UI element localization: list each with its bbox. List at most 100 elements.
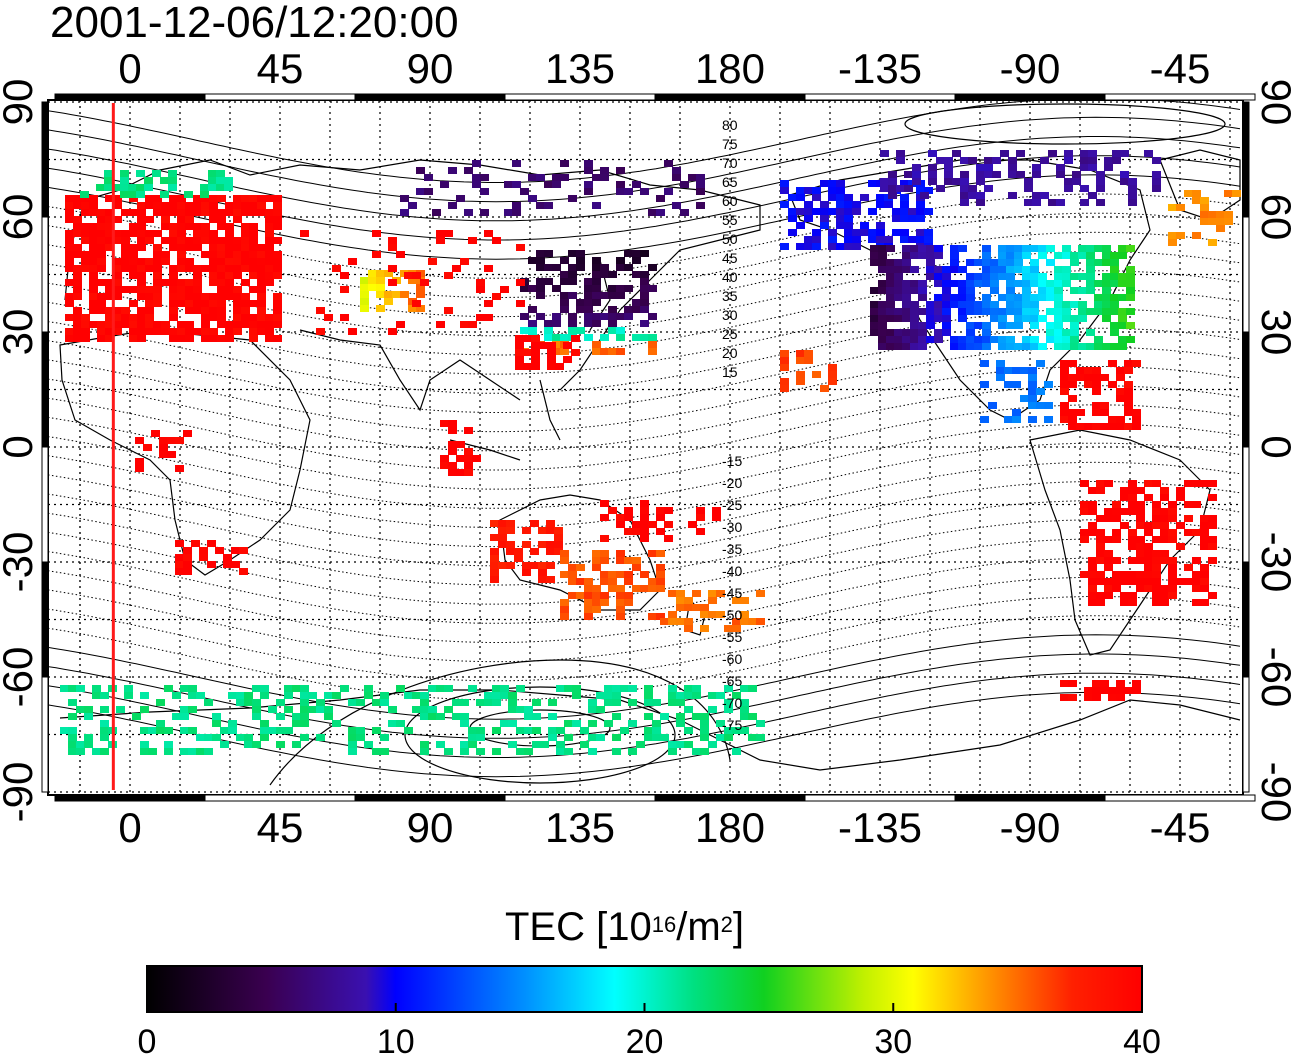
tec-cell	[740, 713, 749, 720]
tec-cell	[476, 286, 485, 293]
tec-cell	[220, 727, 229, 734]
tec-cell	[1120, 178, 1129, 185]
tec-cell	[484, 230, 493, 237]
tec-cell	[324, 706, 333, 713]
tec-cell	[1200, 529, 1209, 536]
lon-ruler-segment	[954, 93, 1106, 101]
tec-cell	[608, 571, 617, 578]
tec-cell	[1024, 178, 1033, 185]
tec-cell	[910, 343, 919, 350]
tec-cell	[244, 699, 253, 706]
tec-cell	[886, 259, 895, 266]
tec-cell	[404, 692, 413, 699]
tec-cell	[616, 348, 625, 355]
tec-cell	[536, 292, 545, 299]
tec-cell	[452, 699, 461, 706]
tec-cell	[76, 741, 85, 748]
tec-cell	[65, 314, 74, 321]
tec-cell	[1102, 252, 1111, 259]
tec-cell	[73, 216, 82, 223]
tec-cell	[1024, 199, 1033, 206]
tec-cell	[97, 237, 106, 244]
tec-cell	[548, 713, 557, 720]
tec-cell	[145, 237, 154, 244]
axis-rulers	[41, 93, 1256, 802]
tec-cell	[1040, 157, 1049, 164]
tec-cell	[464, 462, 473, 469]
tec-cell	[504, 209, 513, 216]
tec-cell	[177, 321, 186, 328]
tec-cell	[177, 195, 186, 202]
tec-cell	[584, 181, 593, 188]
tec-cell	[1096, 529, 1105, 536]
tec-cell	[528, 257, 537, 264]
tec-cell	[201, 314, 210, 321]
tec-cell	[84, 706, 93, 713]
tec-cell	[89, 279, 98, 286]
tec-cell	[1022, 343, 1031, 350]
tec-cell	[300, 230, 309, 237]
tec-cell	[780, 201, 789, 208]
tec-cell	[183, 430, 192, 437]
tec-cell	[249, 251, 258, 258]
tec-cell	[1128, 192, 1137, 199]
tec-cell	[878, 301, 887, 308]
contour-label-south: -70	[722, 695, 742, 711]
tec-cell	[886, 308, 895, 315]
tec-cell	[236, 692, 245, 699]
tec-cell	[1132, 409, 1141, 416]
tec-cell	[708, 597, 717, 604]
tec-cell	[515, 342, 524, 349]
tec-cell	[420, 706, 429, 713]
tec-cell	[1120, 522, 1129, 529]
tec-cell	[233, 202, 242, 209]
tec-cell	[520, 188, 529, 195]
contour-label-north: 15	[722, 364, 738, 380]
tec-cell	[640, 250, 649, 257]
tec-cell	[200, 191, 209, 198]
tec-cell	[732, 597, 741, 604]
tec-cell	[820, 201, 829, 208]
tec-cell	[172, 713, 181, 720]
tec-cell	[966, 329, 975, 336]
tec-cell	[199, 547, 208, 554]
tec-cell	[464, 427, 473, 434]
tec-cell	[616, 514, 625, 521]
tec-cell	[732, 748, 741, 755]
tec-cell	[124, 692, 133, 699]
tec-cell	[265, 244, 274, 251]
tec-cell	[616, 292, 625, 299]
tec-cell	[608, 507, 617, 514]
tec-cell	[896, 157, 905, 164]
tec-cell	[217, 244, 226, 251]
tec-cell	[153, 286, 162, 293]
tec-cell	[185, 293, 194, 300]
tec-cell	[96, 184, 105, 191]
tec-cell	[756, 590, 765, 597]
tec-cell	[217, 251, 226, 258]
tec-cell	[552, 334, 561, 341]
top-lon-label: 0	[118, 45, 141, 92]
tec-cell	[140, 727, 149, 734]
tec-cell	[560, 174, 569, 181]
tec-cell	[878, 245, 887, 252]
tec-cell	[225, 335, 234, 342]
contour-label-south: -55	[722, 629, 742, 645]
tec-cell	[1104, 592, 1113, 599]
tec-cell	[600, 599, 609, 606]
tec-cell	[1046, 259, 1055, 266]
tec-cell	[436, 713, 445, 720]
tec-cell	[201, 237, 210, 244]
tec-cell	[560, 160, 569, 167]
tec-cell	[584, 320, 593, 327]
tec-cell	[273, 251, 282, 258]
tec-cell	[89, 258, 98, 265]
tec-cell	[180, 713, 189, 720]
tec-cell	[265, 230, 274, 237]
lon-ruler-segment	[354, 93, 506, 101]
tec-cell	[1014, 245, 1023, 252]
tec-cell	[974, 273, 983, 280]
tec-cell	[1038, 294, 1047, 301]
tec-cell	[159, 451, 168, 458]
